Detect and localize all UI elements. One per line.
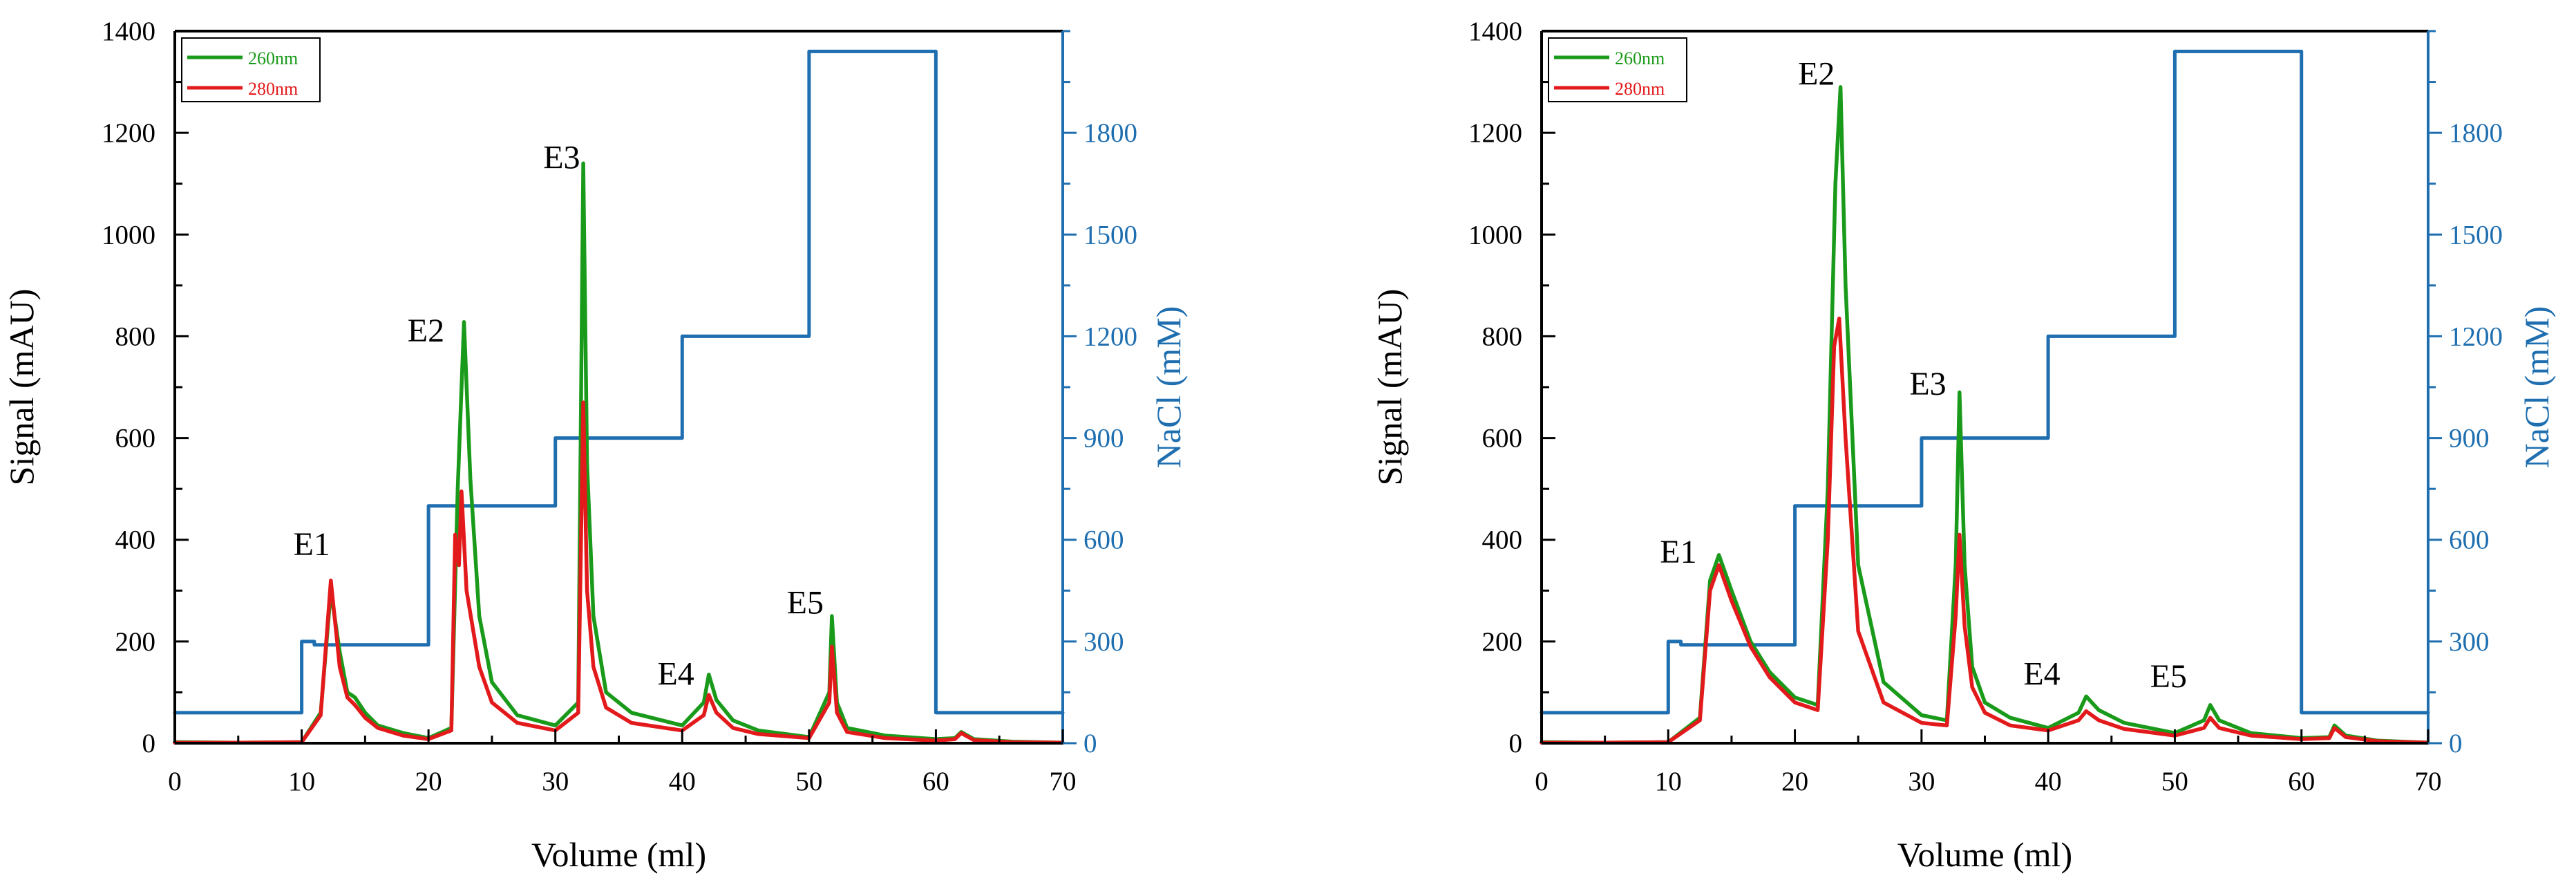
peak-label-e4: E4 [2023, 655, 2060, 692]
x-tick-label: 0 [1535, 767, 1549, 796]
x-axis-title: Volume (ml) [1897, 835, 2072, 874]
x-tick-label: 40 [669, 767, 696, 796]
peak-label-e1: E1 [1660, 534, 1696, 570]
x-tick-label: 20 [1781, 767, 1808, 796]
peak-label-e2: E2 [1798, 55, 1835, 92]
y2-tick-label: 1200 [1083, 321, 1137, 351]
y-tick-label: 200 [1482, 627, 1523, 657]
x-tick-label: 40 [2035, 767, 2062, 796]
y-tick-label: 0 [142, 729, 156, 758]
x-tick-label: 0 [168, 767, 182, 796]
peak-label-e3: E3 [1909, 366, 1946, 402]
y-tick-label: 400 [1482, 525, 1523, 555]
y-tick-label: 200 [115, 627, 156, 657]
y2-axis-title: NaCl (mM) [1149, 306, 1188, 469]
y2-tick-label: 600 [2449, 525, 2490, 555]
x-tick-label: 50 [2161, 767, 2188, 796]
x-tick-label: 20 [415, 767, 442, 796]
y-tick-label: 1000 [102, 220, 155, 250]
legend-label-280nm: 280nm [1615, 79, 1665, 99]
y2-tick-label: 300 [2449, 627, 2490, 657]
y2-tick-label: 1200 [2449, 321, 2503, 351]
legend-box [181, 37, 321, 102]
y-tick-label: 1400 [102, 17, 155, 46]
x-tick-label: 60 [922, 767, 949, 796]
x-tick-label: 30 [1908, 767, 1935, 796]
y2-tick-label: 0 [1083, 729, 1097, 758]
chart-panel-right: 0 10 20 30 40 50 60 700200400600800100012001400… [1370, 17, 2556, 874]
y2-tick-label: 300 [1083, 627, 1124, 657]
x-tick-label: 60 [2288, 767, 2315, 796]
y-tick-label: 400 [115, 525, 156, 555]
legend: 260nm 280nm [181, 37, 321, 102]
chart-panel-left: 0 10 20 30 40 50 60 700200400600800100012001400… [2, 17, 1188, 874]
x-tick-label: 70 [1050, 767, 1077, 796]
legend-label-260nm: 260nm [1615, 48, 1665, 68]
peak-label-e5: E5 [2150, 658, 2187, 695]
y-tick-label: 1200 [102, 118, 155, 148]
y-tick-label: 1200 [1468, 118, 1522, 148]
y2-tick-label: 1800 [2449, 118, 2503, 148]
legend-label-260nm: 260nm [248, 48, 298, 68]
x-tick-label: 70 [2415, 767, 2442, 796]
y-tick-label: 1400 [1468, 17, 1522, 46]
legend-box [1548, 37, 1687, 102]
y2-tick-label: 600 [1083, 525, 1124, 555]
series-line-280nm [173, 400, 1065, 745]
series-line-nacl [1540, 49, 2430, 715]
peak-label-e2: E2 [408, 312, 444, 349]
y-tick-label: 0 [1509, 729, 1523, 758]
y2-tick-label: 1500 [1083, 220, 1137, 250]
y-tick-label: 1000 [1468, 220, 1522, 250]
y2-axis-title: NaCl (mM) [2517, 306, 2556, 469]
peak-label-e3: E3 [543, 140, 580, 176]
legend: 260nm 280nm [1548, 37, 1687, 102]
x-tick-label: 10 [288, 767, 315, 796]
y-tick-label: 800 [115, 321, 156, 351]
series-line-280nm [1540, 316, 2430, 745]
y2-tick-label: 900 [1083, 424, 1124, 454]
y-tick-label: 600 [115, 424, 156, 454]
y-tick-label: 800 [1482, 321, 1523, 351]
y-axis-title: Signal (mAU) [2, 289, 41, 486]
series-line-nacl [173, 49, 1065, 715]
y2-tick-label: 1800 [1083, 118, 1137, 148]
y2-tick-label: 900 [2449, 424, 2490, 454]
x-tick-label: 30 [542, 767, 569, 796]
y-tick-label: 600 [1482, 424, 1523, 454]
series-line-260nm [1540, 85, 2430, 745]
x-tick-label: 10 [1655, 767, 1682, 796]
peak-label-e1: E1 [294, 526, 330, 563]
y-axis-title: Signal (mAU) [1370, 289, 1409, 486]
legend-label-280nm: 280nm [248, 79, 298, 99]
x-axis-title: Volume (ml) [531, 835, 706, 874]
y2-tick-label: 0 [2449, 729, 2463, 758]
series-line-260nm [173, 161, 1065, 745]
peak-label-e5: E5 [787, 584, 824, 621]
y2-tick-label: 1500 [2449, 220, 2503, 250]
x-tick-label: 50 [795, 767, 822, 796]
peak-label-e4: E4 [657, 655, 694, 692]
